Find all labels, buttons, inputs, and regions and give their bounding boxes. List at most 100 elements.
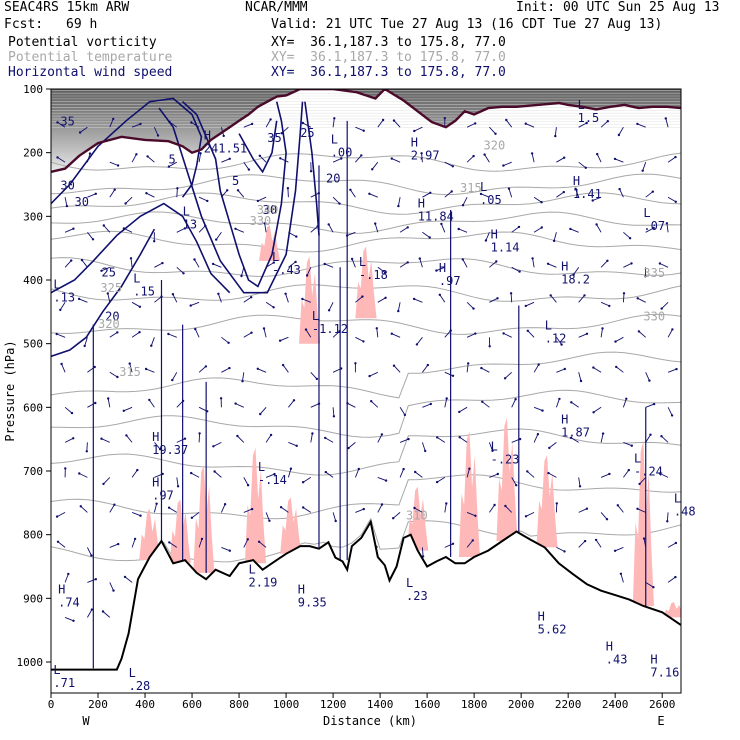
contour-labels: 35 30 25 20 30 25 20 35 30 5 5 340 320 315 335 330 325 32… <box>53 98 695 693</box>
wind-vector <box>86 547 92 556</box>
wind-vector-head <box>570 401 573 404</box>
wind-vector <box>221 158 230 163</box>
wind-vector <box>168 333 177 338</box>
wind-vector-head <box>642 537 646 540</box>
pv-positive-region <box>355 246 377 319</box>
pv-extremum-value: .15 <box>133 284 155 298</box>
pv-extremum-letter: L <box>53 663 60 677</box>
wind-vector-head <box>204 224 207 227</box>
wind-vector-head <box>272 261 275 264</box>
wind-vector <box>619 188 624 198</box>
wind-speed-contour <box>51 202 231 294</box>
wind-vector <box>287 468 292 478</box>
wind-vector <box>547 263 557 268</box>
wind-vector-head <box>524 515 528 518</box>
wind-vector <box>146 192 155 198</box>
wind-vector <box>570 228 579 233</box>
wind-vector <box>416 337 423 345</box>
wind-vector <box>393 120 401 128</box>
wind-vector <box>391 158 401 163</box>
wind-vector <box>221 336 229 344</box>
wind-vector <box>525 123 535 128</box>
wind-vector-head <box>397 204 400 208</box>
wind-vector-head <box>183 437 187 440</box>
wind-vector <box>221 546 230 552</box>
wind-vector-head <box>583 294 586 297</box>
wind-vector-head <box>295 444 298 447</box>
pv-positive-regions <box>139 225 681 618</box>
wind-vector-head <box>622 292 626 295</box>
wind-vector-head <box>438 293 441 296</box>
x-tick-label: 400 <box>135 698 155 711</box>
wind-vector-head <box>362 507 365 511</box>
wind-vector <box>511 226 520 233</box>
pv-positive-region <box>632 440 654 606</box>
wind-vector <box>302 477 312 483</box>
wind-vector <box>310 403 320 408</box>
pv-extremum-letter: L <box>674 491 681 505</box>
wind-vector <box>346 231 356 237</box>
x-tick-label: 1800 <box>461 698 488 711</box>
wind-vector-head <box>171 293 175 296</box>
wind-vector <box>153 127 159 136</box>
terrain-line <box>51 519 681 671</box>
wind-vector <box>370 400 379 408</box>
wind-vector <box>265 119 271 128</box>
wind-vector-head <box>227 341 230 344</box>
wind-vector <box>281 126 289 134</box>
wind-vector <box>642 162 647 171</box>
wind-vector-head <box>262 327 266 330</box>
wind-vector <box>550 295 557 303</box>
wind-vector <box>525 511 535 517</box>
theta-label: 330 <box>250 214 272 228</box>
wind-vector <box>355 126 364 132</box>
wind-vector-head <box>583 539 587 543</box>
wind-vector-head <box>65 204 69 208</box>
wind-vector <box>397 197 401 207</box>
pv-extremum-letter: L <box>129 666 136 680</box>
wind-vector <box>355 296 363 303</box>
wind-vector <box>263 328 267 338</box>
theta-label: 320 <box>98 317 120 331</box>
wind-vector-head <box>614 340 617 343</box>
wind-vector-head <box>507 187 511 190</box>
wind-speed-contour <box>158 101 304 294</box>
pv-positive-region <box>169 499 191 564</box>
wind-vector-head <box>273 472 276 476</box>
wind-vector-head <box>349 188 352 191</box>
wind-vector-head <box>150 344 153 347</box>
wind-vector-head <box>666 520 669 523</box>
wind-vector <box>220 504 226 513</box>
wind-vector <box>176 188 178 198</box>
wind-vector-head <box>616 504 619 507</box>
theta-label: 310 <box>406 509 428 523</box>
wind-vector-head <box>94 192 98 195</box>
wind-vector <box>549 442 557 449</box>
wind-vector <box>489 261 497 268</box>
legend-pv-name: Potential vorticity <box>8 35 157 50</box>
wind-vector-head <box>502 164 505 167</box>
pv-extremum-value: 7.16 <box>650 666 679 680</box>
wind-vector <box>235 228 244 233</box>
wind-vector <box>556 368 565 373</box>
wind-vector-head <box>613 549 617 552</box>
wind-vector-head <box>618 187 621 191</box>
wind-vector <box>332 407 335 417</box>
wind-vector-head <box>403 413 407 417</box>
wind-vector <box>64 197 68 207</box>
pv-extremum-value: .97 <box>439 274 461 288</box>
pv-extremum-letter: L <box>183 204 190 218</box>
wind-vector <box>306 267 312 276</box>
wind-vector-head <box>415 343 419 346</box>
wind-vector-head <box>133 537 137 541</box>
pv-extremum-letter: L <box>53 277 60 291</box>
wind-vector <box>570 437 579 443</box>
wind-vector-head <box>190 471 193 475</box>
wind-speed-label: 5 <box>232 174 239 188</box>
wind-vector <box>374 223 379 233</box>
wind-vector <box>172 294 178 303</box>
pv-extremum-value: .00 <box>331 146 353 160</box>
wind-vector <box>64 228 74 233</box>
wind-vector-head <box>311 432 314 435</box>
wind-vector <box>131 511 141 517</box>
